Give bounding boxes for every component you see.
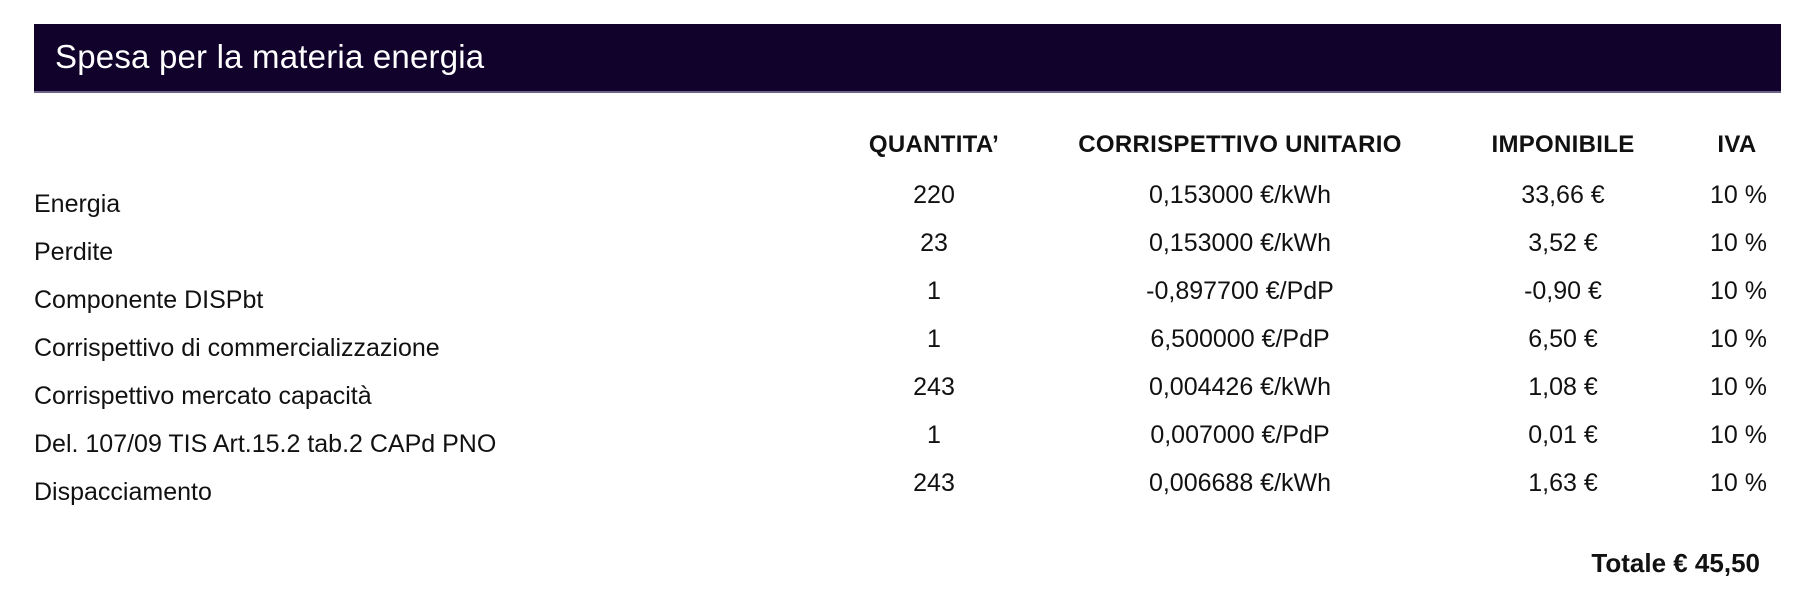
column-header-iva: IVA xyxy=(1717,131,1757,158)
table-row: Corrispettivo mercato capacità 243 0,00442… xyxy=(0,373,1808,413)
corrispettivo-value: 0,004426 €/kWh xyxy=(1148,373,1332,401)
imponibile-value: -0,90 € xyxy=(1524,277,1602,305)
imponibile-value: 3,52 € xyxy=(1528,229,1598,257)
row-label: Corrispettivo di commercializzazione xyxy=(34,334,440,362)
quantita-value: 1 xyxy=(927,325,941,353)
row-label: Energia xyxy=(34,190,121,218)
imponibile-value: 0,01 € xyxy=(1528,421,1598,449)
quantita-value: 220 xyxy=(913,181,955,209)
column-header-quantita: QUANTITA’ xyxy=(868,131,1000,158)
quantita-value: 23 xyxy=(920,229,948,257)
column-header-corrispettivo: CORRISPETTIVO UNITARIO xyxy=(1078,131,1402,158)
table-row: Energia 220 0,153000 €/kWh 33,66 € 10 % xyxy=(0,181,1808,221)
imponibile-value: 1,08 € xyxy=(1528,373,1598,401)
table-row: Perdite 23 0,153000 €/kWh 3,52 € 10 % xyxy=(0,229,1808,269)
corrispettivo-value: 0,007000 €/PdP xyxy=(1150,421,1330,449)
column-header-imponibile: IMPONIBILE xyxy=(1491,131,1635,158)
corrispettivo-value: 0,153000 €/kWh xyxy=(1148,181,1332,209)
quantita-value: 1 xyxy=(927,277,941,305)
row-label: Del. 107/09 TIS Art.15.2 tab.2 CAPd PNO xyxy=(34,430,497,458)
iva-value: 10 % xyxy=(1710,229,1767,257)
iva-value: 10 % xyxy=(1710,181,1767,209)
row-label: Dispacciamento xyxy=(34,478,212,506)
corrispettivo-value: 6,500000 €/PdP xyxy=(1150,325,1330,353)
imponibile-value: 33,66 € xyxy=(1521,181,1605,209)
total-amount: Totale € 45,50 xyxy=(1591,548,1760,578)
row-label: Perdite xyxy=(34,238,114,266)
corrispettivo-value: 0,153000 €/kWh xyxy=(1148,229,1332,257)
imponibile-value: 6,50 € xyxy=(1528,325,1598,353)
quantita-value: 1 xyxy=(927,421,941,449)
section-header: Spesa per la materia energia xyxy=(34,24,1781,93)
row-label: Componente DISPbt xyxy=(34,286,264,314)
iva-value: 10 % xyxy=(1710,421,1767,449)
iva-value: 10 % xyxy=(1710,373,1767,401)
corrispettivo-value: -0,897700 €/PdP xyxy=(1146,277,1334,305)
table-row: Componente DISPbt 1 -0,897700 €/PdP -0,90 €… xyxy=(0,277,1808,317)
imponibile-value: 1,63 € xyxy=(1528,469,1598,497)
table-row: Corrispettivo di commercializzazione 1 6,5… xyxy=(0,325,1808,365)
corrispettivo-value: 0,006688 €/kWh xyxy=(1148,469,1332,497)
iva-value: 10 % xyxy=(1710,469,1767,497)
row-label: Corrispettivo mercato capacità xyxy=(34,382,372,410)
quantita-value: 243 xyxy=(913,469,955,497)
quantita-value: 243 xyxy=(913,373,955,401)
iva-value: 10 % xyxy=(1710,325,1767,353)
table-row: Del. 107/09 TIS Art.15.2 tab.2 CAPd PNO 1… xyxy=(0,421,1808,461)
iva-value: 10 % xyxy=(1710,277,1767,305)
section-title: Spesa per la materia energia xyxy=(55,38,485,75)
table-row: Dispacciamento 243 0,006688 €/kWh 1,63 € 10 … xyxy=(0,469,1808,509)
